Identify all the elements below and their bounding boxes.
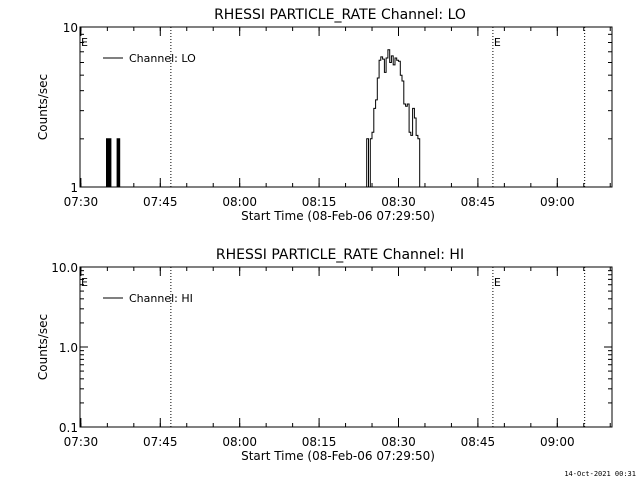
event-marker-label: E <box>494 36 501 49</box>
x-tick-label: 08:00 <box>222 435 257 449</box>
x-tick-label: 08:30 <box>381 195 416 209</box>
x-tick-label: 09:00 <box>540 435 575 449</box>
footer-timestamp: 14-Oct-2021 00:31 <box>564 470 636 478</box>
edge-marker-label: E <box>81 276 88 289</box>
x-tick-label: 08:45 <box>461 435 496 449</box>
x-tick-label: 08:30 <box>381 435 416 449</box>
x-tick-label: 07:45 <box>143 195 178 209</box>
plot-frame <box>79 266 613 428</box>
y-tick-label: 1 <box>70 181 78 195</box>
legend-label: Channel: HI <box>129 292 193 305</box>
chart-panel-1: RHESSI PARTICLE_RATE Channel: LO 1 10 07:30… <box>36 7 613 223</box>
x-axis-label: Start Time (08-Feb-06 07:29:50) <box>241 449 435 463</box>
x-tick-label: 07:30 <box>64 435 99 449</box>
y-axis-label: Counts/sec <box>36 314 50 380</box>
chart-panel-2: RHESSI PARTICLE_RATE Channel: HI 0.1 1.0 10… <box>36 247 613 463</box>
x-tick-label: 08:15 <box>302 195 337 209</box>
x-tick-label: 07:30 <box>64 195 99 209</box>
y-axis-label: Counts/sec <box>36 74 50 140</box>
event-marker-label: E <box>494 276 501 289</box>
x-tick-label: 08:00 <box>222 195 257 209</box>
y-tick-label: 10 <box>63 21 78 35</box>
chart-title: RHESSI PARTICLE_RATE Channel: HI <box>216 247 464 263</box>
x-tick-label: 08:15 <box>302 435 337 449</box>
y-tick-label: 0.1 <box>59 421 78 435</box>
legend-label: Channel: LO <box>129 52 196 65</box>
edge-marker-label: E <box>81 36 88 49</box>
series-line-channel-lo <box>80 49 612 187</box>
x-axis-label: Start Time (08-Feb-06 07:29:50) <box>241 209 435 223</box>
x-tick-label: 07:45 <box>143 435 178 449</box>
x-tick-label: 09:00 <box>540 195 575 209</box>
x-tick-label: 08:45 <box>461 195 496 209</box>
plot-frame <box>79 26 613 188</box>
y-tick-label: 1.0 <box>59 341 78 355</box>
chart-title: RHESSI PARTICLE_RATE Channel: LO <box>214 7 466 23</box>
y-tick-label: 10.0 <box>51 261 78 275</box>
